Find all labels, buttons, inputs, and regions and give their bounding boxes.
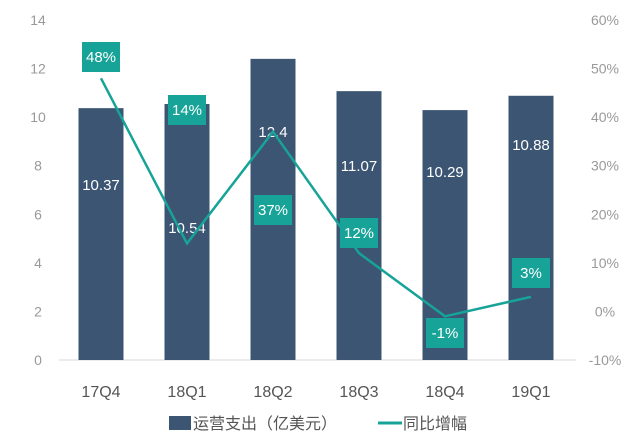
- growth-label-box: [426, 318, 464, 348]
- left-axis-tick: 4: [34, 255, 42, 271]
- right-axis-tick: 20%: [591, 206, 619, 222]
- left-axis-tick: 10: [30, 109, 46, 125]
- category-label: 19Q1: [511, 384, 550, 401]
- category-label: 18Q3: [339, 384, 378, 401]
- left-axis-tick: 12: [30, 61, 46, 77]
- right-axis-tick: 0%: [595, 303, 615, 319]
- growth-label: 37%: [258, 202, 288, 219]
- category-label: 18Q4: [425, 384, 464, 401]
- growth-label-box: [82, 42, 120, 72]
- category-label: 17Q4: [81, 384, 120, 401]
- right-axis-tick: 50%: [591, 61, 619, 77]
- bar-17Q4: [78, 108, 124, 361]
- legend-line-label: 同比增幅: [403, 415, 467, 433]
- left-axis-tick: 14: [30, 12, 46, 28]
- bar-value-label: 10.54: [168, 220, 206, 237]
- category-label: 18Q1: [167, 384, 206, 401]
- bar-value-label: 10.29: [426, 164, 464, 181]
- right-axis-tick: 10%: [591, 255, 619, 271]
- bar-value-label: 10.88: [512, 137, 550, 154]
- bar-value-label: 10.37: [82, 177, 120, 194]
- bar-19Q1: [508, 95, 554, 361]
- right-axis-tick: 40%: [591, 109, 619, 125]
- bar-value-label: 11.07: [341, 158, 377, 175]
- legend-bar-label: 运营支出（亿美元）: [193, 415, 337, 433]
- growth-label-box: [340, 218, 378, 248]
- growth-label: 14%: [172, 102, 202, 119]
- left-axis-tick: 0: [34, 352, 42, 368]
- right-axis-tick: 30%: [591, 158, 619, 174]
- right-axis-tick: -10%: [589, 352, 622, 368]
- growth-label-box: [168, 95, 206, 125]
- left-axis-tick: 2: [34, 303, 42, 319]
- category-label: 18Q2: [253, 384, 292, 401]
- left-axis-tick: 6: [34, 206, 42, 222]
- growth-label: 48%: [86, 49, 116, 66]
- growth-line: [99, 77, 532, 318]
- legend-bar-swatch: [169, 416, 191, 430]
- growth-label: 12%: [344, 225, 374, 242]
- growth-label-box: [254, 195, 292, 225]
- right-axis-tick: 60%: [591, 12, 619, 28]
- left-axis-tick: 8: [34, 158, 42, 174]
- bar-18Q1: [164, 104, 210, 361]
- growth-label: -1%: [432, 325, 459, 342]
- growth-label-box: [512, 258, 550, 288]
- growth-label: 3%: [520, 265, 542, 282]
